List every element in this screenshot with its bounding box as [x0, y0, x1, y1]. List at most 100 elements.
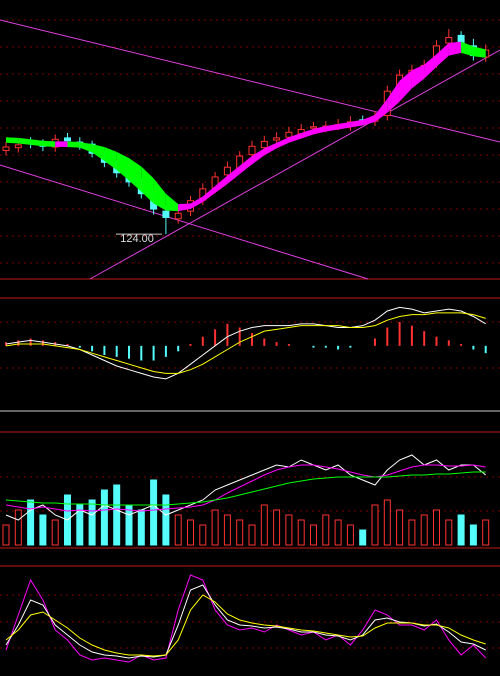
band-segment	[313, 126, 326, 135]
volume-bar	[297, 519, 305, 546]
band-segment	[6, 137, 19, 144]
trend-lines	[0, 19, 500, 280]
band-segment	[411, 64, 425, 89]
volume-bar	[174, 514, 182, 546]
volume-bar	[100, 489, 108, 546]
volume-bar	[113, 484, 121, 546]
volume-bar	[14, 509, 22, 546]
volume-bar	[396, 509, 404, 546]
candle-body	[223, 166, 231, 176]
candle-body	[64, 137, 71, 142]
volume-bar	[371, 504, 379, 546]
volume-bar	[433, 509, 440, 546]
band-segment	[165, 193, 179, 212]
candle-body	[310, 126, 317, 129]
band-segment	[436, 43, 449, 67]
band-segment	[461, 41, 474, 57]
indicator-line	[5, 312, 486, 374]
volume-bar	[457, 514, 465, 546]
band-segment	[67, 141, 80, 148]
band-segment	[338, 121, 351, 130]
band-segment	[178, 203, 191, 212]
band-segment	[424, 54, 437, 79]
volume-bar	[187, 519, 194, 546]
indicator-line	[5, 454, 487, 521]
candle-body	[174, 212, 182, 220]
volume-bar	[285, 514, 293, 546]
band-segment	[264, 142, 277, 156]
volume-bar	[322, 514, 330, 546]
volume-bar	[408, 519, 416, 546]
band-segment	[399, 70, 412, 102]
candle-body	[260, 140, 268, 149]
indicator-line	[5, 464, 486, 512]
separators	[0, 278, 500, 567]
volume-bar	[248, 524, 256, 546]
candle-body	[273, 137, 281, 141]
volume-bar	[88, 499, 96, 546]
band-segment	[473, 46, 486, 58]
volume-bar	[383, 499, 391, 546]
band-segment	[104, 146, 117, 170]
band-segment	[239, 156, 252, 175]
band-segment	[350, 119, 363, 128]
band-segment	[42, 140, 56, 147]
band-segment	[375, 98, 388, 122]
volume-bar	[39, 514, 47, 546]
volume-bar	[137, 509, 145, 546]
volume-bar	[469, 524, 477, 546]
band-segment	[202, 186, 216, 203]
volume-bar	[482, 519, 490, 546]
candle-body	[248, 145, 256, 156]
volume-bar	[51, 519, 59, 546]
band-segment	[252, 148, 265, 165]
volume-bar	[125, 504, 133, 546]
volume-bar	[223, 514, 231, 546]
volume-bar	[199, 524, 207, 546]
band-segment	[55, 141, 68, 147]
volume-bar	[420, 514, 428, 546]
band-segment	[362, 114, 375, 126]
band-segment	[190, 196, 203, 210]
indicator-line	[5, 306, 486, 380]
volume-bar	[359, 529, 367, 546]
indicator-line	[5, 471, 486, 506]
band-segment	[79, 142, 93, 153]
band-segment	[227, 165, 240, 184]
band-segment	[30, 139, 43, 147]
volume-bar	[273, 509, 281, 546]
candle-body	[285, 131, 293, 138]
indicator-line	[5, 574, 487, 663]
band-segment	[215, 175, 228, 194]
volume-bar	[346, 524, 354, 546]
candle-body	[2, 146, 10, 151]
band-segment	[18, 137, 31, 145]
candle-body	[14, 144, 22, 149]
band-segment	[116, 151, 129, 181]
band-segment	[325, 123, 339, 132]
band-segment	[301, 128, 314, 139]
candle-body	[162, 210, 170, 218]
volume-bar	[211, 509, 219, 546]
volume-bar	[260, 504, 268, 546]
volume-bar	[236, 519, 244, 546]
band-segment	[288, 133, 302, 143]
volume-bar	[334, 519, 342, 546]
volume-bar	[162, 494, 170, 546]
band-segment	[448, 41, 462, 56]
volume-bar	[27, 499, 35, 546]
band-segment	[387, 80, 400, 113]
indicator-line	[5, 594, 486, 657]
candle-body	[445, 36, 453, 44]
volume-bar	[2, 524, 10, 546]
band-segment	[141, 166, 154, 204]
band-segment	[92, 144, 105, 161]
band-segment	[129, 158, 142, 192]
volume-bar	[76, 504, 84, 546]
volume-bar	[445, 519, 453, 546]
volume-bar	[150, 479, 158, 546]
band-segment	[153, 178, 166, 211]
annotation: 124.00	[120, 233, 154, 245]
band-segment	[276, 137, 289, 149]
